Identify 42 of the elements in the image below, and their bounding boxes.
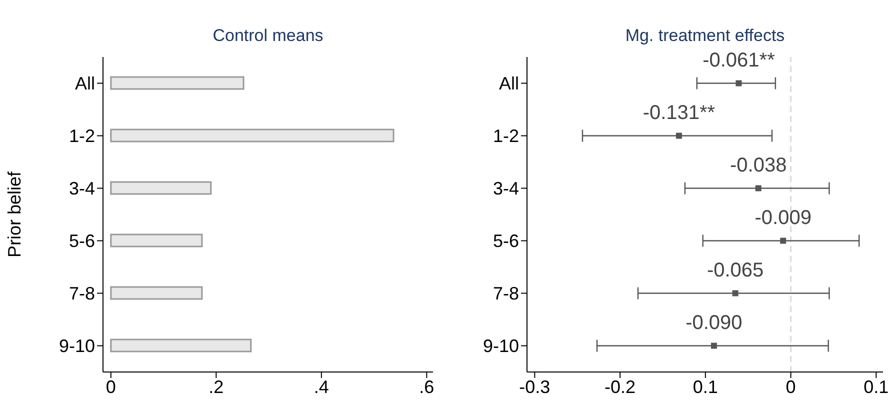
x-tick-label: 0 xyxy=(106,376,116,397)
y-tick-label: 7-8 xyxy=(492,284,519,304)
y-tick-label: 3-4 xyxy=(492,178,519,199)
y-tick-label: 7-8 xyxy=(68,284,95,304)
y-tick-label: 1-2 xyxy=(492,126,519,146)
bar xyxy=(110,338,252,352)
bar xyxy=(110,234,203,248)
x-tick-label: .6 xyxy=(419,376,434,397)
point xyxy=(736,80,742,86)
x-tick-label: 0.1 xyxy=(692,376,718,397)
bar xyxy=(110,128,394,142)
data-label: -0.061** xyxy=(702,50,776,72)
y-tick-label: 9-10 xyxy=(58,336,95,356)
x-tick-label: -0.3 xyxy=(519,376,550,397)
point xyxy=(676,132,682,139)
point xyxy=(755,185,762,192)
data-label: -0.009 xyxy=(754,207,812,230)
x-tick-label: 0 xyxy=(786,376,796,397)
bar xyxy=(110,286,203,300)
x-tick-label: -0.2 xyxy=(604,376,636,397)
data-label: -0.038 xyxy=(730,154,787,177)
y-tick-label: 3-4 xyxy=(68,178,95,199)
x-tick-label: .2 xyxy=(208,376,224,397)
y-tick-label: 5-6 xyxy=(68,231,95,252)
y-tick-label: All xyxy=(74,74,95,94)
point xyxy=(732,290,738,296)
bar xyxy=(110,76,244,90)
y-tick-label: 5-6 xyxy=(492,231,519,252)
bar xyxy=(110,181,212,195)
point xyxy=(710,342,717,349)
chart-title: Control means xyxy=(212,26,324,46)
y-tick-label: 9-10 xyxy=(482,336,519,356)
chart-title: Mg. treatment effects xyxy=(624,26,786,46)
y-tick-label: All xyxy=(498,74,519,94)
data-label: -0.090 xyxy=(686,312,742,334)
point xyxy=(780,238,786,244)
y-tick-label: 1-2 xyxy=(68,126,95,146)
x-tick-label: .4 xyxy=(314,376,329,397)
x-tick-label: 0.1 xyxy=(864,376,889,397)
data-label: -0.131** xyxy=(642,102,716,124)
data-label: -0.065 xyxy=(706,260,764,282)
y-axis-title: Prior belief xyxy=(4,170,24,258)
